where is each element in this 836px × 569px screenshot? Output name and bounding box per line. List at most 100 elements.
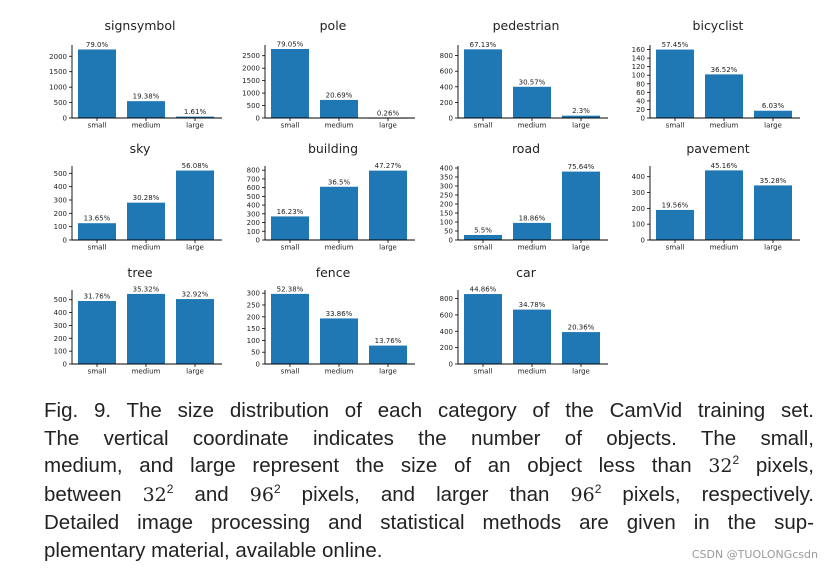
data-label: 57.45% bbox=[662, 41, 689, 49]
y-tick-label: 800 bbox=[440, 52, 453, 60]
data-label: 20.69% bbox=[326, 91, 353, 99]
y-tick-label: 1500 bbox=[242, 77, 260, 85]
x-tick-label: small bbox=[666, 122, 685, 130]
x-tick-label: medium bbox=[518, 122, 547, 130]
x-tick-label: large bbox=[379, 122, 397, 130]
bar-medium bbox=[127, 101, 165, 118]
caption-text: pixels, and larger than bbox=[280, 482, 571, 506]
data-label: 5.5% bbox=[474, 226, 492, 234]
y-tick-label: 200 bbox=[440, 99, 453, 107]
bar-small bbox=[271, 216, 309, 240]
x-tick-label: small bbox=[281, 122, 300, 130]
x-tick-label: medium bbox=[132, 244, 161, 252]
y-tick-label: 800 bbox=[247, 167, 260, 175]
data-label: 32.92% bbox=[182, 291, 209, 299]
y-tick-label: 350 bbox=[440, 174, 453, 182]
y-tick-label: 400 bbox=[54, 309, 67, 317]
y-tick-label: 200 bbox=[54, 335, 67, 343]
bar-small bbox=[78, 49, 116, 118]
data-label: 47.27% bbox=[375, 162, 402, 170]
y-tick-label: 100 bbox=[632, 72, 645, 80]
data-label: 44.86% bbox=[470, 286, 497, 294]
caption-text: between bbox=[44, 482, 143, 506]
bar-small bbox=[464, 234, 502, 240]
y-tick-label: 0 bbox=[256, 237, 260, 245]
y-tick-label: 400 bbox=[54, 183, 67, 191]
x-tick-label: small bbox=[281, 244, 300, 252]
y-tick-label: 160 bbox=[632, 46, 645, 54]
math-96: 96 bbox=[570, 483, 595, 506]
x-tick-label: large bbox=[572, 368, 590, 376]
y-tick-label: 500 bbox=[247, 102, 260, 110]
data-label: 1.61% bbox=[184, 108, 207, 116]
bar-small bbox=[271, 48, 309, 118]
bar-medium bbox=[127, 202, 165, 240]
y-tick-label: 400 bbox=[440, 83, 453, 91]
bar-medium bbox=[320, 186, 358, 240]
y-tick-label: 100 bbox=[247, 228, 260, 236]
bar-medium bbox=[705, 170, 743, 240]
bar-large bbox=[562, 332, 600, 364]
caption-line-1: Fig. 9. The size distribution of each ca… bbox=[44, 399, 814, 422]
caption-text: pixels, bbox=[739, 454, 815, 477]
data-label: 36.5% bbox=[328, 178, 351, 186]
chart-title: pavement bbox=[686, 141, 749, 156]
y-tick-label: 1000 bbox=[49, 84, 67, 92]
x-tick-label: small bbox=[666, 244, 685, 252]
bar-large bbox=[754, 185, 792, 240]
y-tick-label: 200 bbox=[54, 210, 67, 218]
bar-large bbox=[562, 115, 600, 118]
data-label: 36.52% bbox=[711, 66, 738, 74]
math-exponent: 2 bbox=[166, 481, 174, 496]
y-tick-label: 200 bbox=[632, 205, 645, 213]
x-tick-label: medium bbox=[325, 244, 354, 252]
y-tick-label: 400 bbox=[440, 328, 453, 336]
chart-title: signsymbol bbox=[105, 18, 176, 33]
y-tick-label: 500 bbox=[247, 193, 260, 201]
x-tick-label: small bbox=[88, 244, 107, 252]
y-tick-label: 150 bbox=[247, 325, 260, 333]
figure-caption: Fig. 9. The size distribution of each ca… bbox=[44, 397, 814, 564]
data-label: 34.78% bbox=[519, 301, 546, 309]
data-label: 67.13% bbox=[470, 41, 497, 49]
x-tick-label: small bbox=[281, 368, 300, 376]
y-tick-label: 400 bbox=[247, 202, 260, 210]
x-tick-label: small bbox=[88, 122, 107, 130]
y-tick-label: 120 bbox=[632, 63, 645, 71]
bar-medium bbox=[513, 86, 551, 118]
data-label: 19.56% bbox=[662, 201, 689, 209]
bar-large bbox=[369, 170, 407, 240]
x-tick-label: small bbox=[474, 368, 493, 376]
y-tick-label: 60 bbox=[636, 89, 645, 97]
x-tick-label: small bbox=[88, 368, 107, 376]
data-label: 18.86% bbox=[519, 214, 546, 222]
x-tick-label: large bbox=[186, 368, 204, 376]
chart-title: fence bbox=[316, 265, 351, 280]
y-tick-label: 100 bbox=[54, 348, 67, 356]
data-label: 30.57% bbox=[519, 78, 546, 86]
y-tick-label: 800 bbox=[440, 295, 453, 303]
data-label: 35.32% bbox=[133, 285, 160, 293]
caption-line-5: Detailed image processing and statistica… bbox=[44, 511, 814, 534]
y-tick-label: 500 bbox=[54, 296, 67, 304]
math-32: 32 bbox=[708, 455, 733, 477]
bar-medium bbox=[320, 318, 358, 364]
bar-small bbox=[78, 223, 116, 240]
y-tick-label: 300 bbox=[54, 197, 67, 205]
x-tick-label: large bbox=[379, 368, 397, 376]
x-tick-label: large bbox=[379, 244, 397, 252]
bar-large bbox=[176, 116, 214, 118]
x-tick-label: small bbox=[474, 244, 493, 252]
bar-small bbox=[464, 294, 502, 364]
caption-line-2: The vertical coordinate indicates the nu… bbox=[44, 426, 814, 450]
y-tick-label: 150 bbox=[440, 210, 453, 218]
chart-title: pole bbox=[320, 18, 347, 33]
y-tick-label: 500 bbox=[54, 170, 67, 178]
y-tick-label: 0 bbox=[256, 361, 260, 369]
y-tick-label: 100 bbox=[247, 337, 260, 345]
y-tick-label: 700 bbox=[247, 175, 260, 183]
data-label: 75.64% bbox=[568, 163, 595, 171]
caption-text: and bbox=[173, 482, 250, 506]
x-tick-label: large bbox=[764, 244, 782, 252]
y-tick-label: 200 bbox=[440, 201, 453, 209]
